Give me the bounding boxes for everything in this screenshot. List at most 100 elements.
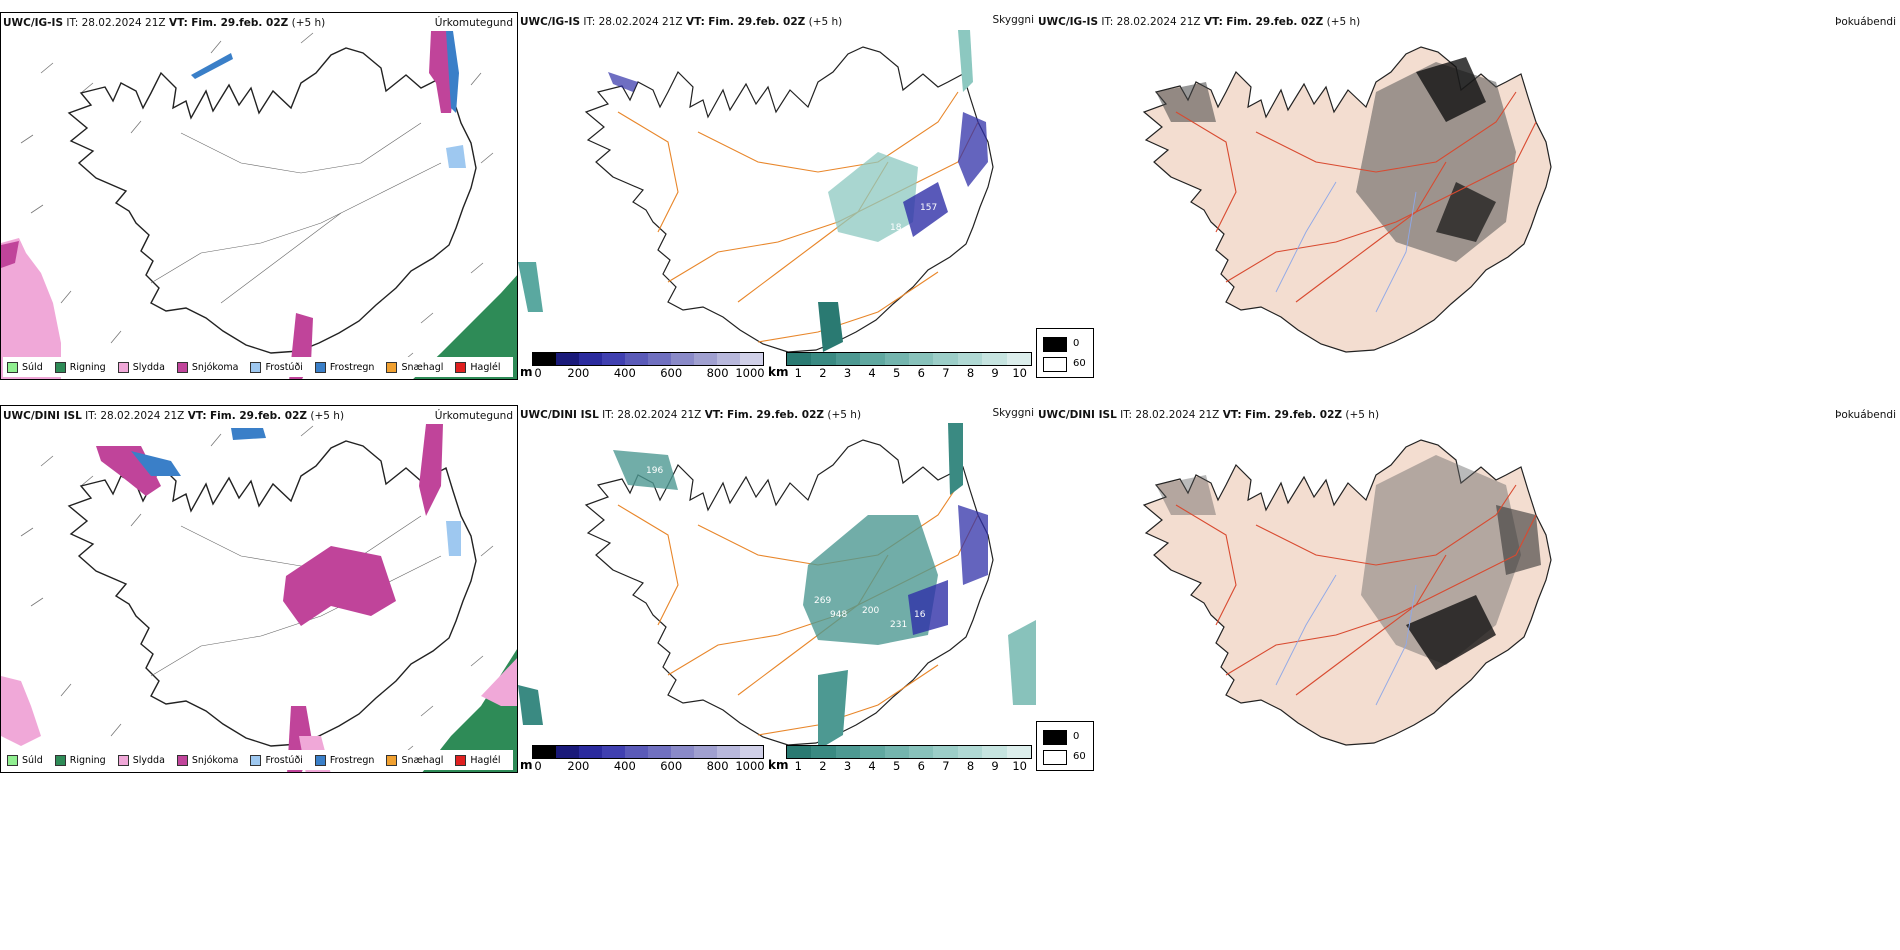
legend-swatch — [314, 754, 326, 766]
frzrain-area-north — [231, 428, 266, 440]
frzdrizzle-area-east — [446, 145, 466, 168]
colorbar-step — [909, 353, 934, 365]
valid-time: Fim. 29.feb. 02Z — [726, 409, 825, 421]
fog-map-row2 — [1143, 439, 1552, 746]
vis-scale-meters-row2 — [532, 745, 764, 759]
precip-legend-row1: Súld Rigning Slydda Snjókoma Frostúði Frostre… — [3, 357, 513, 377]
colorbar-step — [648, 746, 671, 758]
frzrain-area-east — [446, 31, 459, 113]
legend-label: Frostúði — [265, 754, 303, 766]
fog-signal-southeast — [1436, 182, 1496, 242]
vis-unit-km: km — [768, 365, 789, 379]
colorbar-step — [860, 746, 885, 758]
fog-legend-low: 60 — [1073, 358, 1086, 369]
iceland-coastline — [68, 47, 477, 354]
colorbar-step — [717, 746, 740, 758]
valid-time: Fim. 29.feb. 02Z — [708, 16, 806, 28]
reduced-vis-southeast — [1008, 620, 1036, 705]
wind-barbs — [20, 425, 494, 757]
fog-legend-high-swatch — [1043, 337, 1067, 352]
legend-label: Snæhagl — [401, 754, 444, 766]
visibility-map-row2: 196 269 948 200 231 16 — [518, 423, 1036, 750]
colorbar-tick: 400 — [613, 366, 636, 380]
low-vis-area-east — [958, 112, 988, 187]
legend-label: Slydda — [132, 754, 165, 766]
legend-swatch — [455, 361, 467, 373]
reduced-vis-northwest — [613, 450, 678, 490]
frzrain-streak-north — [191, 53, 233, 79]
fog-header-row1: UWC/IG-IS IT: 28.02.2024 21Z VT: Fim. 29… — [1038, 16, 1360, 28]
precip-legend-row2: Súld Rigning Slydda Snjókoma Frostúði Frostre… — [3, 750, 513, 770]
snow-area-east — [419, 424, 443, 516]
snow-area-west — [1, 241, 19, 268]
valid-time-label: VT: — [685, 16, 705, 28]
precip-map-row2 — [1, 424, 517, 772]
precip-header-row1: UWC/IG-IS IT: 28.02.2024 21Z VT: Fim. 29… — [3, 17, 325, 29]
colorbar-tick: 200 — [567, 759, 590, 773]
fog-header-row2: UWC/DINI ISL IT: 28.02.2024 21Z VT: Fim.… — [1038, 409, 1379, 421]
colorbar-step — [625, 353, 648, 365]
fog-signal-northwest — [1156, 475, 1216, 515]
fog-map-row1 — [1143, 46, 1552, 353]
colorbar-tick: 8 — [966, 366, 975, 380]
colorbar-tick: 600 — [660, 759, 683, 773]
legend-item: Haglél — [455, 754, 501, 766]
lead-time: (+5 h) — [808, 16, 843, 28]
colorbar-step — [982, 353, 1007, 365]
colorbar-step — [957, 746, 983, 758]
colorbar-step — [602, 353, 625, 365]
colorbar-step — [740, 746, 763, 758]
colorbar-step — [1006, 746, 1032, 758]
legend-label: Frostregn — [329, 754, 375, 766]
colorbar-step — [1006, 353, 1032, 365]
legend-item: Rigning — [54, 754, 106, 766]
vis-scale-meters-row1 — [532, 352, 764, 366]
colorbar-step — [787, 746, 812, 758]
colorbar-step — [648, 353, 671, 365]
colorbar-step — [579, 746, 602, 758]
issue-time: IT: 28.02.2024 21Z — [1101, 16, 1201, 28]
snow-area-central — [283, 546, 396, 626]
issue-time: IT: 28.02.2024 21Z — [583, 16, 683, 28]
frzrain-area-northwest — [131, 451, 181, 476]
precip-header-row2: UWC/DINI ISL IT: 28.02.2024 21Z VT: Fim.… — [3, 410, 344, 422]
low-vis-area — [908, 580, 948, 635]
valid-time-label: VT: — [1203, 16, 1223, 28]
legend-item: Frostregn — [314, 361, 374, 373]
valid-time: Fim. 29.feb. 02Z — [191, 17, 289, 29]
legend-swatch — [176, 361, 188, 373]
legend-swatch — [54, 361, 66, 373]
fog-legend-high-swatch — [1043, 730, 1067, 745]
vis-scale-km-row2 — [786, 745, 1032, 759]
rivers — [1275, 181, 1417, 313]
vis-label: 948 — [830, 610, 847, 620]
legend-label: Snjókoma — [191, 361, 239, 373]
valid-time: Fim. 29.feb. 02Z — [1226, 16, 1324, 28]
valid-time-label: VT: — [1222, 409, 1242, 421]
colorbar-tick: 6 — [917, 759, 925, 773]
colorbar-step — [556, 353, 579, 365]
colorbar-step — [933, 746, 958, 758]
colorbar-tick: 8 — [966, 759, 975, 773]
visibility-title: Skyggni — [992, 407, 1035, 419]
colorbar-tick: 1000 — [735, 759, 765, 773]
colorbar-step — [717, 353, 740, 365]
colorbar-tick: 800 — [706, 366, 729, 380]
lead-time: (+5 h) — [827, 409, 862, 421]
colorbar-tick: 7 — [942, 366, 950, 380]
fog-panel-row1: UWC/IG-IS IT: 28.02.2024 21Z VT: Fim. 29… — [1036, 12, 1900, 380]
reduced-vis-west — [518, 262, 543, 312]
vis-label: 196 — [646, 466, 663, 476]
vis-scale-meters-ticks-row1: 0 200 400 600 800 1000 — [532, 366, 764, 380]
colorbar-tick: 0 — [534, 759, 542, 773]
colorbar-step — [579, 353, 602, 365]
colorbar-step — [787, 353, 812, 365]
legend-label: Snæhagl — [401, 361, 444, 373]
visibility-map-row1: 157 18 — [518, 30, 994, 353]
legend-swatch — [250, 361, 262, 373]
colorbar-step — [694, 746, 717, 758]
colorbar-step — [625, 746, 648, 758]
model-name: UWC/IG-IS — [3, 17, 64, 29]
fog-legend-row2: 0 60 — [1036, 721, 1094, 771]
fog-legend-row1: 0 60 — [1036, 328, 1094, 378]
